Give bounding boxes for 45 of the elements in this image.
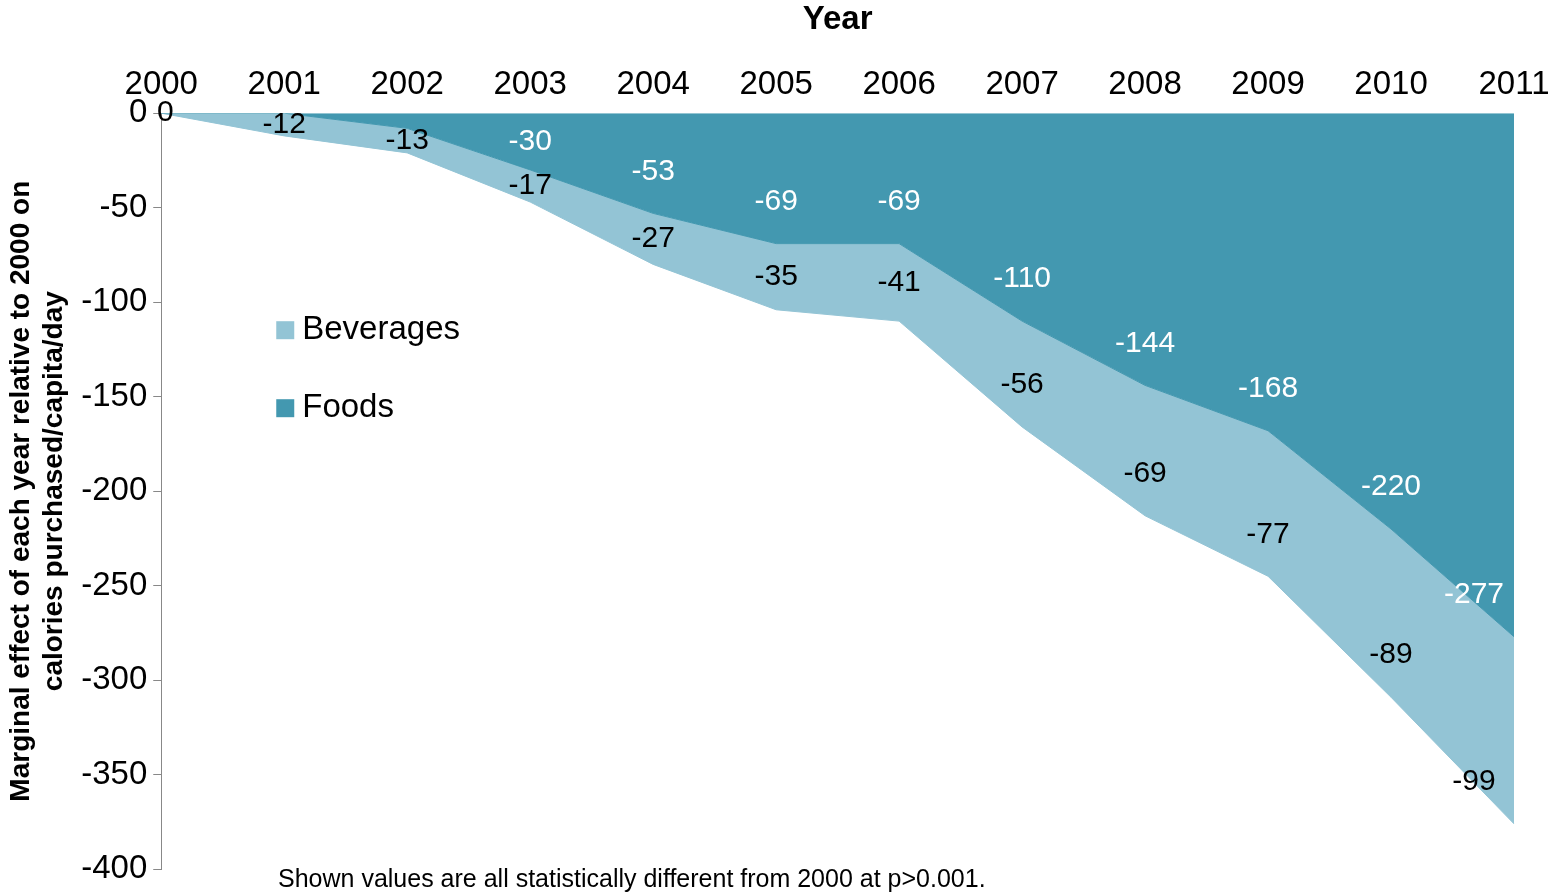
legend-label: Foods xyxy=(302,387,394,425)
x-tick-label: 2002 xyxy=(370,64,444,102)
y-tick-label: -300 xyxy=(81,659,148,697)
y-tick-label: -250 xyxy=(81,564,148,602)
data-label: -144 xyxy=(1115,324,1176,358)
data-label: -69 xyxy=(1123,455,1167,489)
y-tick-label: -100 xyxy=(81,281,148,319)
y-tick-label: -50 xyxy=(99,186,148,224)
data-label: -220 xyxy=(1361,468,1422,502)
data-label: -27 xyxy=(631,220,675,254)
data-label: 0 xyxy=(156,94,174,128)
legend-label: Beverages xyxy=(302,309,461,347)
y-tick-label: -400 xyxy=(81,848,148,886)
x-tick-label: 2009 xyxy=(1231,64,1305,102)
data-label: -53 xyxy=(631,152,675,186)
x-tick-label: 2003 xyxy=(493,64,567,102)
data-label: -41 xyxy=(877,263,921,297)
data-label: -99 xyxy=(1452,763,1496,797)
x-tick-label: 2005 xyxy=(739,64,813,102)
x-axis-title: Year xyxy=(802,0,873,36)
x-tick-label: 2011 xyxy=(1478,64,1550,102)
x-tick-label: 2001 xyxy=(247,64,321,102)
y-axis-title: Marginal effect of each year relative to 2000 on calories purchased/capita/day xyxy=(3,180,69,802)
data-label: -12 xyxy=(262,105,306,139)
data-label: -35 xyxy=(754,257,798,291)
x-tick-label: 2004 xyxy=(616,64,690,102)
data-label: -89 xyxy=(1369,636,1413,670)
data-label: -277 xyxy=(1443,576,1505,609)
y-tick-label: -200 xyxy=(81,470,148,508)
data-label: -17 xyxy=(508,167,552,201)
data-label: -110 xyxy=(993,260,1051,294)
x-tick-label: 2007 xyxy=(985,64,1059,102)
data-label: -69 xyxy=(877,182,921,216)
x-tick-label: 2010 xyxy=(1354,64,1428,102)
data-label: -56 xyxy=(1000,366,1044,400)
data-label: -168 xyxy=(1238,369,1299,403)
data-label: -69 xyxy=(754,182,798,216)
annotation: Shown values are all statistically different from 2000 at p>0.001. xyxy=(278,864,986,893)
data-label: -13 xyxy=(385,121,429,155)
y-tick-label: -350 xyxy=(81,753,148,791)
data-label: -30 xyxy=(508,122,552,156)
x-tick-label: 2006 xyxy=(862,64,936,102)
y-tick-label: -150 xyxy=(81,375,148,413)
x-tick-label: 2008 xyxy=(1108,64,1182,102)
data-label: -77 xyxy=(1246,515,1290,549)
